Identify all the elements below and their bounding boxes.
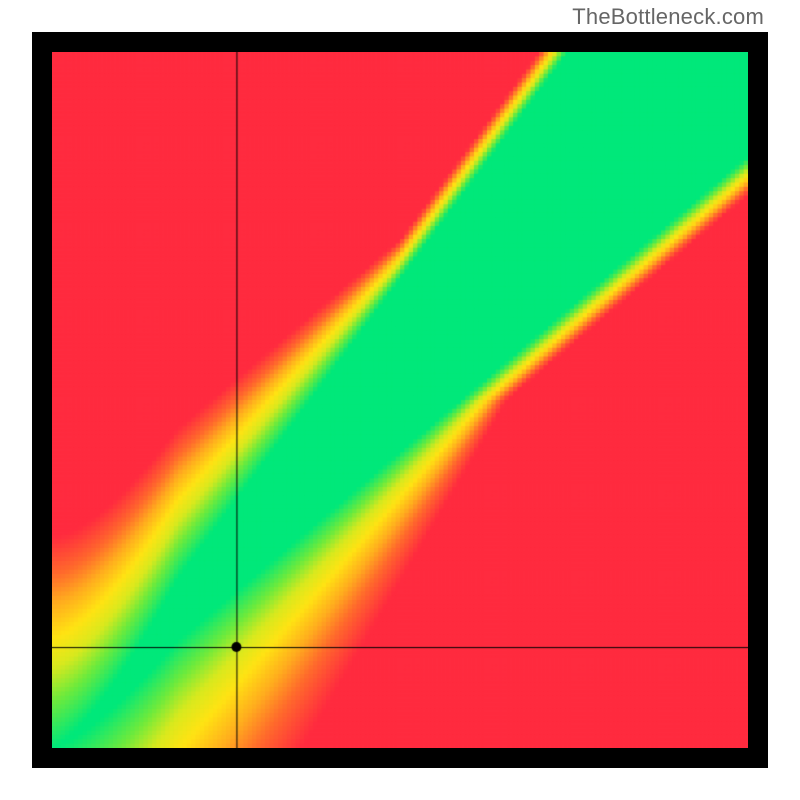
bottleneck-heatmap (52, 52, 748, 748)
plot-frame (32, 32, 768, 768)
attribution-label: TheBottleneck.com (572, 4, 764, 30)
